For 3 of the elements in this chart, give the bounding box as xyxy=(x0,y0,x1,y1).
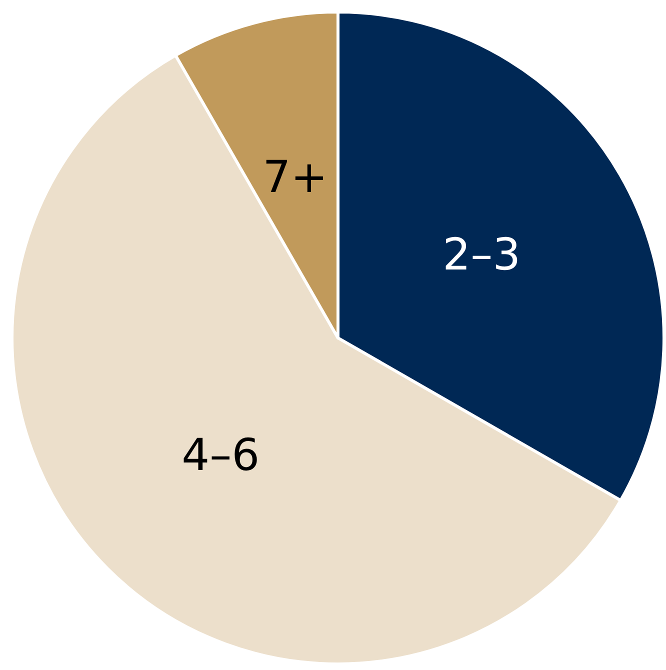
slice-label: 4–6 xyxy=(182,430,260,481)
slice-label: 7+ xyxy=(262,152,328,204)
slice-label: 2–3 xyxy=(442,229,521,280)
